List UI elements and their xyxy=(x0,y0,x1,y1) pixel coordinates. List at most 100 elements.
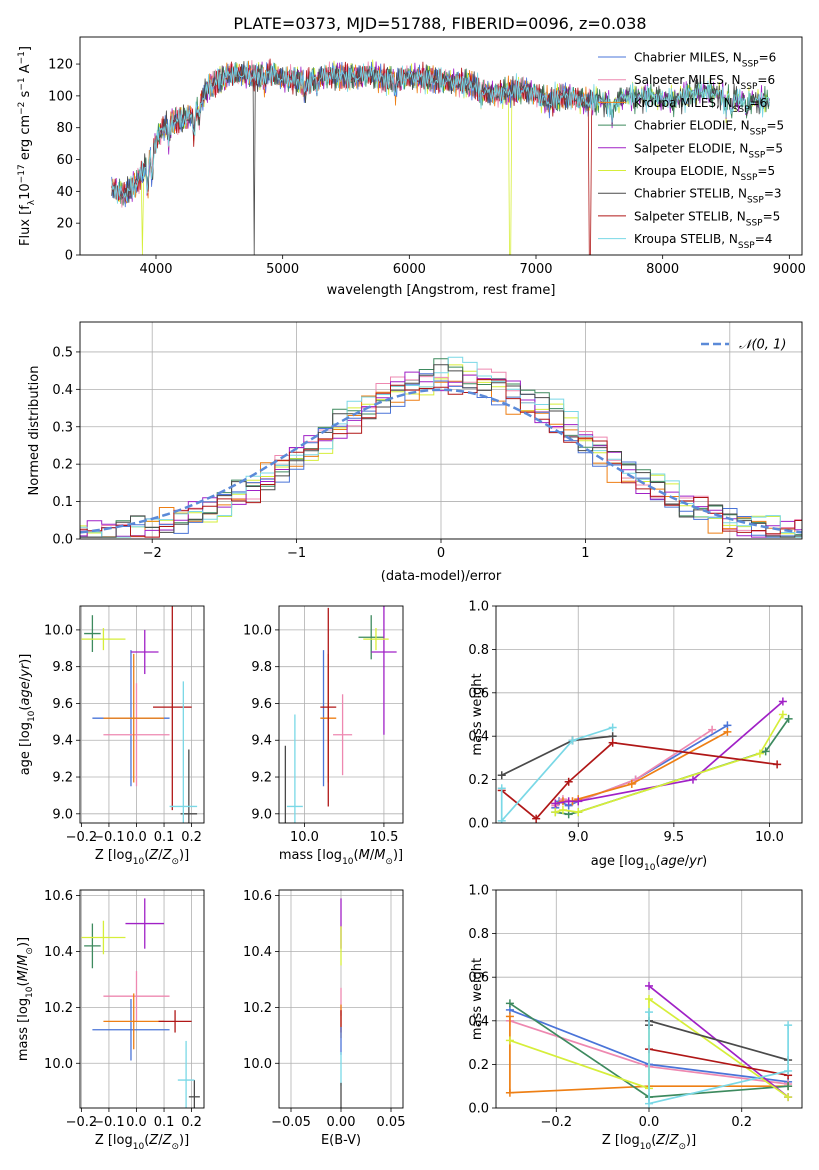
y-axis-label: age [log10(age/yr)] xyxy=(18,654,37,776)
axes-massweight_vs_Z: −0.2 0.0 0.2 0.0 0.2 0.4 0.6 0.8 1.0 Z [log10(Z/Z… xyxy=(468,884,803,1152)
axes-massweight_vs_age: 9.0 9.5 10.0 0.0 0.2 0.4 0.6 0.8 1.0 age [log10(a… xyxy=(468,600,803,873)
y-tick-label: 0 xyxy=(65,249,73,264)
y-tick-label: 10.6 xyxy=(243,889,272,904)
y-tick-label: 10.2 xyxy=(44,1001,73,1016)
x-tick-label: 0 xyxy=(437,546,445,561)
y-tick-label: 0.0 xyxy=(468,1102,489,1117)
weight-line xyxy=(555,718,790,816)
x-tick-label: 9.5 xyxy=(664,830,685,845)
axes-frame xyxy=(278,889,404,1109)
x-tick-label: −0.1 xyxy=(93,830,125,845)
x-tick-label: 9000 xyxy=(773,262,806,277)
y-tick-label: 1.0 xyxy=(468,884,489,899)
y-tick-label: 1.0 xyxy=(468,600,489,615)
x-tick-label: 0.1 xyxy=(154,830,175,845)
legend-label: 𝒩(0, 1) xyxy=(739,338,786,353)
y-axis-label: mass [log10(M/M⊙)] xyxy=(16,937,35,1061)
x-axis-label: E(B-V) xyxy=(321,1133,361,1148)
x-axis-label: (data-model)/error xyxy=(381,569,502,584)
x-tick-label: −0.2 xyxy=(66,1115,98,1130)
x-tick-label: 0.0 xyxy=(126,1115,147,1130)
y-tick-label: 120 xyxy=(48,58,73,73)
y-tick-label: 10.0 xyxy=(44,623,73,638)
x-tick-label: 0.05 xyxy=(377,1115,406,1130)
x-axis-label: wavelength [Angstrom, rest frame] xyxy=(327,283,556,298)
histogram-step xyxy=(80,364,802,538)
legend-label: Kroupa STELIB, NSSP=4 xyxy=(634,232,772,251)
plot-area xyxy=(496,606,802,823)
y-tick-label: 0.6 xyxy=(468,971,489,986)
y-tick-label: 9.6 xyxy=(52,697,73,712)
y-tick-label: 0.0 xyxy=(468,817,489,832)
y-tick-label: 100 xyxy=(48,89,73,104)
axes-frame xyxy=(79,36,803,256)
x-tick-label: −0.05 xyxy=(271,1115,311,1130)
x-tick-label: 0.00 xyxy=(327,1115,356,1130)
legend-label: Salpeter STELIB, NSSP=5 xyxy=(634,209,780,228)
weight-line xyxy=(509,1016,789,1094)
y-tick-label: 9.4 xyxy=(52,734,73,749)
y-axis-label: Normed distribution xyxy=(27,366,42,496)
x-tick-label: 10.0 xyxy=(755,830,784,845)
axes-mass_vs_Z: −0.2−0.1 0.0 0.1 0.2 10.0 10.2 10.4 10.6 Z [log1… xyxy=(16,889,205,1152)
axes-frame xyxy=(79,321,803,540)
y-tick-label: 9.2 xyxy=(52,771,73,786)
axes-age_vs_Z: −0.2−0.1 0.0 0.1 0.2 9.0 9.2 9.4 9.6 9.8 10.0 Z [l… xyxy=(18,605,205,867)
x-tick-label: 8000 xyxy=(646,262,679,277)
x-tick-label: 10.5 xyxy=(369,830,398,845)
x-tick-label: −1 xyxy=(287,546,306,561)
legend-label: Salpeter MILES, NSSP=6 xyxy=(634,73,775,92)
x-tick-label: −0.2 xyxy=(540,1115,572,1130)
y-tick-label: 9.8 xyxy=(251,660,272,675)
x-tick-label: 0.2 xyxy=(181,1115,202,1130)
charts-layer: 4000 5000 6000 7000 8000 9000020406080100120w… xyxy=(16,36,806,1152)
histogram-step xyxy=(80,364,802,538)
x-tick-label: 9.0 xyxy=(568,830,589,845)
x-tick-label: 1 xyxy=(581,546,589,561)
x-tick-label: 5000 xyxy=(266,262,299,277)
y-tick-label: 60 xyxy=(56,153,73,168)
x-tick-label: 7000 xyxy=(519,262,552,277)
plot-area xyxy=(279,606,403,823)
y-tick-label: 0.8 xyxy=(468,643,489,658)
x-tick-label: 6000 xyxy=(393,262,426,277)
y-tick-label: 9.0 xyxy=(52,807,73,822)
y-tick-label: 9.4 xyxy=(251,734,272,749)
weight-line xyxy=(648,985,789,1098)
x-tick-label: 2 xyxy=(726,546,734,561)
x-axis-label: age [log10(age/yr) xyxy=(591,854,708,873)
x-axis-label: Z [log10(Z/Z⊙)] xyxy=(602,1133,696,1152)
x-axis-label: Z [log10(Z/Z⊙)] xyxy=(95,1133,189,1152)
x-tick-label: 0.1 xyxy=(154,1115,175,1130)
y-tick-label: 0.8 xyxy=(468,927,489,942)
y-tick-label: 10.6 xyxy=(44,889,73,904)
x-tick-label: 0.2 xyxy=(731,1115,752,1130)
axes-spectrum: 4000 5000 6000 7000 8000 9000 0 20 40 60 80 100 120 w… xyxy=(17,36,806,298)
y-tick-label: 9.0 xyxy=(251,807,272,822)
y-tick-label: 40 xyxy=(56,185,73,200)
axes-frame xyxy=(79,605,205,824)
histogram-step xyxy=(80,373,802,538)
legend-label: Kroupa MILES, NSSP=6 xyxy=(634,96,767,115)
x-tick-label: −2 xyxy=(143,546,162,561)
legend-label: Salpeter ELODIE, NSSP=5 xyxy=(634,141,783,160)
y-tick-label: 10.0 xyxy=(243,1057,272,1072)
y-tick-label: 9.2 xyxy=(251,771,272,786)
x-axis-label: Z [log10(Z/Z⊙)] xyxy=(95,848,189,867)
weight-line xyxy=(648,1048,789,1077)
plot-area xyxy=(80,322,802,539)
y-tick-label: 0.5 xyxy=(52,345,73,360)
y-tick-label: 0.2 xyxy=(52,458,73,473)
weight-line xyxy=(648,1019,789,1061)
weight-line xyxy=(500,726,613,823)
plot-area xyxy=(80,606,204,823)
axes-frame xyxy=(495,889,803,1109)
plot-area xyxy=(80,890,204,1108)
x-tick-label: 0.0 xyxy=(126,830,147,845)
y-tick-label: 9.6 xyxy=(251,697,272,712)
y-tick-label: 0.4 xyxy=(52,383,73,398)
y-tick-label: 9.8 xyxy=(52,660,73,675)
axes-frame xyxy=(278,605,404,824)
axes-residuals: −2 −1 0 1 2 0.0 0.1 0.2 0.3 0.4 0.5 (data-model)/er… xyxy=(27,321,803,584)
